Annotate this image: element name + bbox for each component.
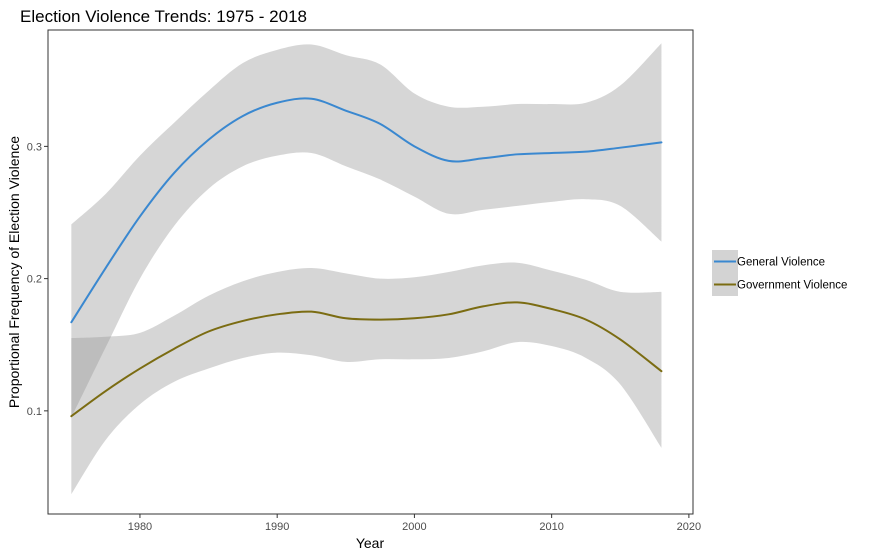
y-tick-label: 0.1	[27, 406, 42, 418]
x-axis-title: Year	[356, 535, 385, 551]
x-tick-label: 2020	[677, 521, 701, 533]
x-tick-label: 2000	[402, 521, 426, 533]
confidence-bands	[71, 43, 662, 495]
x-axis: 1980 1990 2000 2010 2020	[128, 514, 701, 533]
y-axis-title: Proportional Frequency of Election Viole…	[6, 136, 22, 408]
plot-panel	[47, 29, 694, 515]
general-violence-confidence-band	[71, 43, 662, 418]
government-violence-confidence-band	[71, 262, 662, 495]
government-violence-line	[70, 301, 663, 418]
x-tick-label: 1980	[128, 521, 152, 533]
x-tick-label: 2010	[539, 521, 563, 533]
y-tick-label: 0.3	[27, 141, 42, 153]
x-tick-label: 1990	[265, 521, 289, 533]
chart-title: Election Violence Trends: 1975 - 2018	[20, 7, 307, 26]
legend: General Violence Government Violence	[712, 250, 847, 296]
series-lines	[70, 97, 663, 418]
y-axis: 0.1 0.2 0.3	[27, 141, 48, 418]
general-violence-line	[70, 97, 663, 324]
y-tick-label: 0.2	[27, 274, 42, 286]
legend-label-general-violence: General Violence	[737, 257, 825, 269]
legend-label-government-violence: Government Violence	[737, 280, 847, 292]
